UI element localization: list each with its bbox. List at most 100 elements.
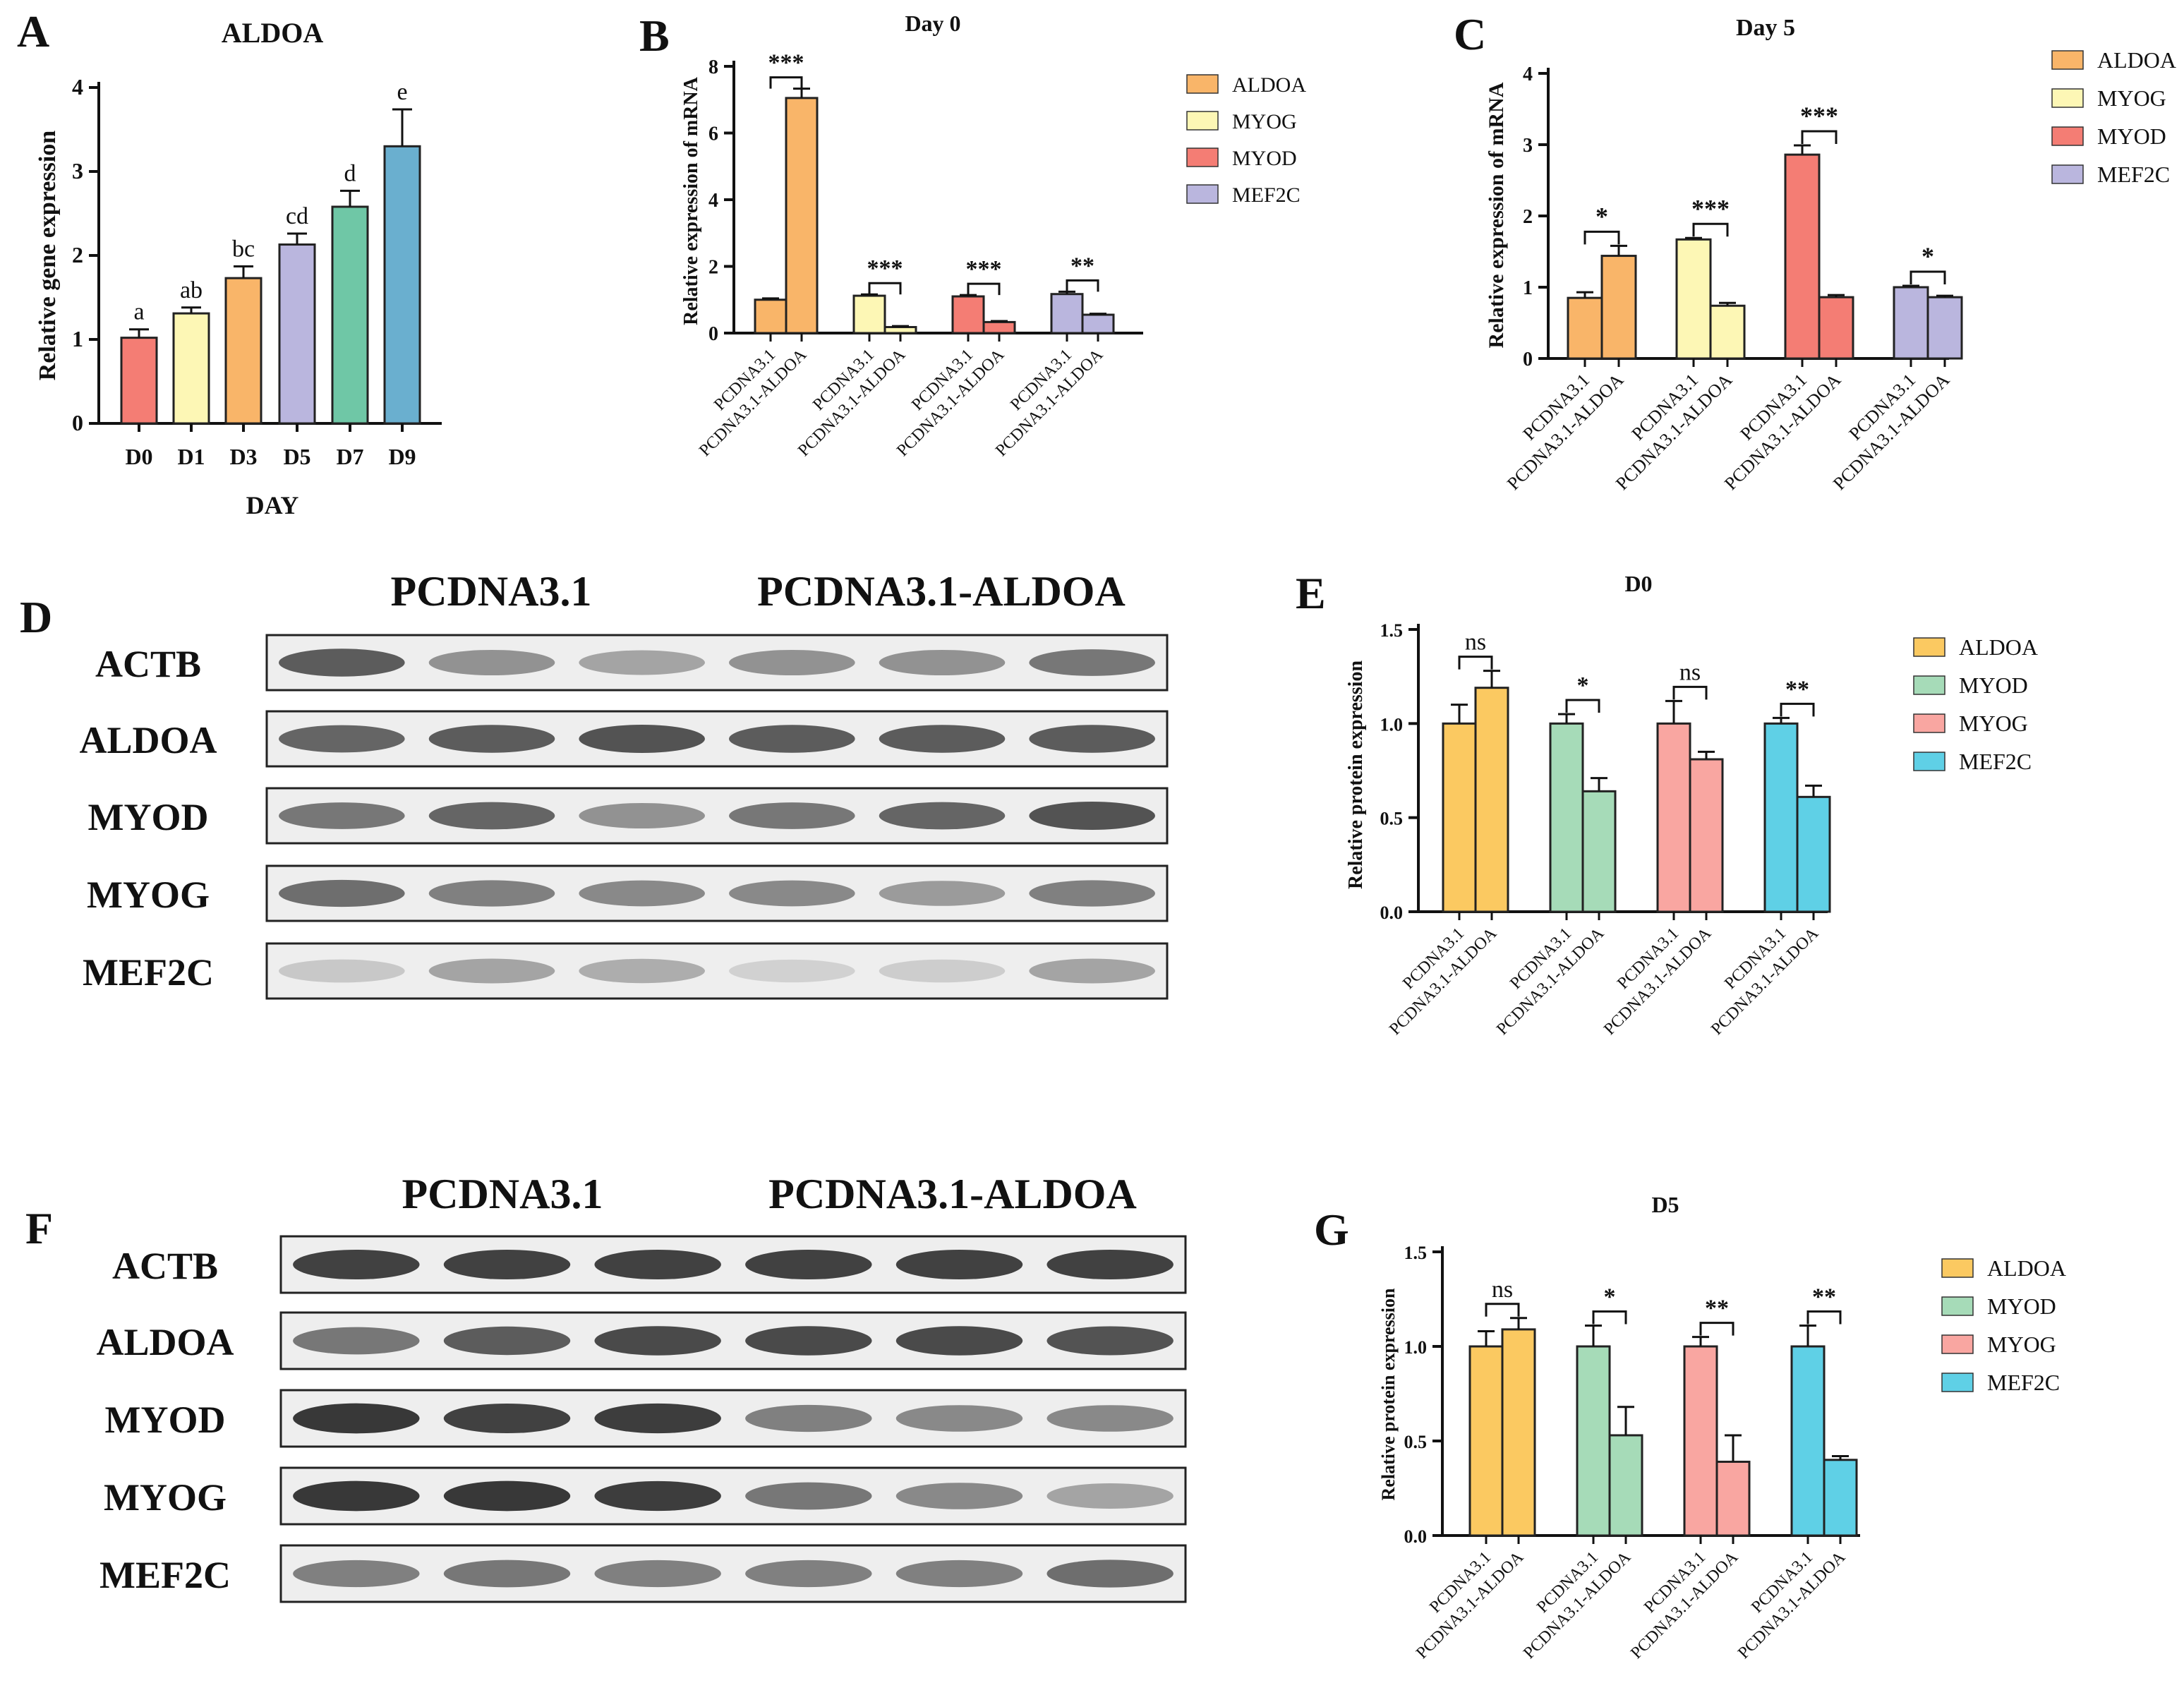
chart-title: D5	[1651, 1192, 1679, 1217]
blot-row-label: MYOD	[105, 1399, 226, 1441]
panel-letter: C	[1454, 9, 1486, 59]
bar	[1823, 1459, 1858, 1537]
y-axis-label: Relative gene expression	[35, 131, 61, 381]
y-tick-label: 0	[708, 323, 718, 345]
bar	[1818, 296, 1854, 360]
blot-band	[879, 881, 1006, 906]
legend: ALDOA MYOG MYOD MEF2C	[2051, 47, 2176, 187]
blot-frame	[279, 1311, 1187, 1370]
blot-frame	[279, 1235, 1187, 1294]
blot-strip	[265, 864, 1169, 922]
significance-bracket	[967, 282, 1001, 296]
blot-band	[895, 1483, 1023, 1509]
blot-row-label: MYOG	[104, 1476, 227, 1519]
bar	[785, 97, 819, 334]
blot-strip	[279, 1311, 1187, 1370]
bar	[1689, 758, 1724, 913]
y-tick-label: 2	[708, 257, 718, 279]
significance-label: *	[1921, 242, 1934, 270]
legend-label: MYOG	[1959, 711, 2028, 736]
bar	[1608, 1434, 1643, 1537]
y-axis-label: Relative expression of mRNA	[680, 76, 702, 325]
blot-band	[428, 880, 555, 907]
blot-band	[1046, 1560, 1174, 1588]
significance-letter: cd	[286, 203, 308, 229]
blot-row-label: MYOG	[87, 874, 210, 916]
y-tick-label: 0.5	[1380, 809, 1404, 829]
bar	[1926, 296, 1963, 360]
significance-bracket	[1780, 702, 1815, 717]
significance-label: *	[1604, 1284, 1616, 1310]
blot-frame	[279, 1544, 1187, 1603]
significance-label: **	[1785, 676, 1809, 702]
blot-band	[293, 1480, 420, 1512]
blot-band	[428, 958, 555, 984]
legend-label: MYOG	[1987, 1332, 2056, 1357]
blot-band	[1029, 649, 1155, 676]
blot-strip	[265, 787, 1169, 845]
significance-bracket	[1672, 685, 1708, 700]
bar	[1081, 313, 1115, 334]
significance-label: ***	[966, 256, 1002, 282]
blot-band	[745, 1482, 872, 1510]
significance-letter: d	[344, 160, 356, 186]
bar	[852, 294, 886, 334]
bar	[278, 243, 316, 425]
significance-bracket	[1806, 1310, 1842, 1325]
y-tick-label: 0.0	[1380, 903, 1404, 923]
blot-band	[729, 959, 855, 983]
significance-label: **	[1705, 1296, 1729, 1322]
y-axis-label: Relative protein expression	[1378, 1288, 1399, 1500]
panel-letter: B	[639, 11, 670, 61]
legend-swatch	[1941, 1373, 1974, 1392]
significance-label: ns	[1465, 629, 1486, 656]
legend-swatch	[1186, 111, 1219, 131]
bar	[1683, 1345, 1718, 1537]
panel-letter: G	[1314, 1205, 1349, 1255]
bar	[1893, 286, 1929, 360]
y-tick-label: 6	[708, 123, 718, 145]
y-tick-label: 2	[72, 242, 83, 267]
significance-bracket	[1699, 1322, 1734, 1336]
y-axis-label: Relative expression of mRNA	[1485, 82, 1508, 348]
x-axis-label: DAY	[246, 491, 299, 519]
blot-strip	[279, 1389, 1187, 1448]
blot-row-label: ACTB	[112, 1245, 218, 1287]
blot-band	[279, 725, 405, 753]
x-tick-label: D3	[229, 444, 257, 469]
blot-band	[579, 802, 705, 829]
blot-band	[895, 1249, 1023, 1280]
bar	[1790, 1345, 1826, 1537]
significance-label: **	[1070, 253, 1094, 279]
blot-band	[745, 1326, 872, 1356]
blot-band	[594, 1326, 721, 1356]
bar	[383, 145, 421, 425]
significance-letter: bc	[232, 236, 255, 262]
legend-swatch	[1941, 1334, 1974, 1354]
significance-bracket	[1485, 1303, 1520, 1317]
blot-band	[1029, 725, 1155, 753]
blot-band	[1046, 1483, 1174, 1509]
significance-label: ***	[768, 50, 804, 76]
legend-label: MYOD	[2097, 123, 2166, 149]
significance-bracket	[1592, 1310, 1627, 1325]
y-tick-label: 4	[72, 74, 83, 99]
blot-band	[443, 1249, 571, 1280]
y-tick-label: 3	[72, 158, 83, 183]
blot-band	[579, 958, 705, 984]
significance-letter: ab	[180, 277, 203, 303]
bar	[754, 298, 788, 334]
blot-frame	[279, 1466, 1187, 1526]
blot-row-label: ALDOA	[79, 719, 217, 761]
panel-letter: E	[1296, 568, 1326, 618]
bar	[1581, 790, 1617, 913]
y-tick-label: 1.5	[1380, 620, 1404, 641]
legend-label: MEF2C	[1959, 749, 2032, 774]
significance-bracket	[868, 282, 902, 295]
bar	[1675, 238, 1712, 360]
legend-swatch	[2051, 88, 2084, 108]
y-tick-label: 1	[72, 326, 83, 351]
bar	[1501, 1328, 1536, 1537]
y-tick-label: 8	[708, 56, 718, 78]
